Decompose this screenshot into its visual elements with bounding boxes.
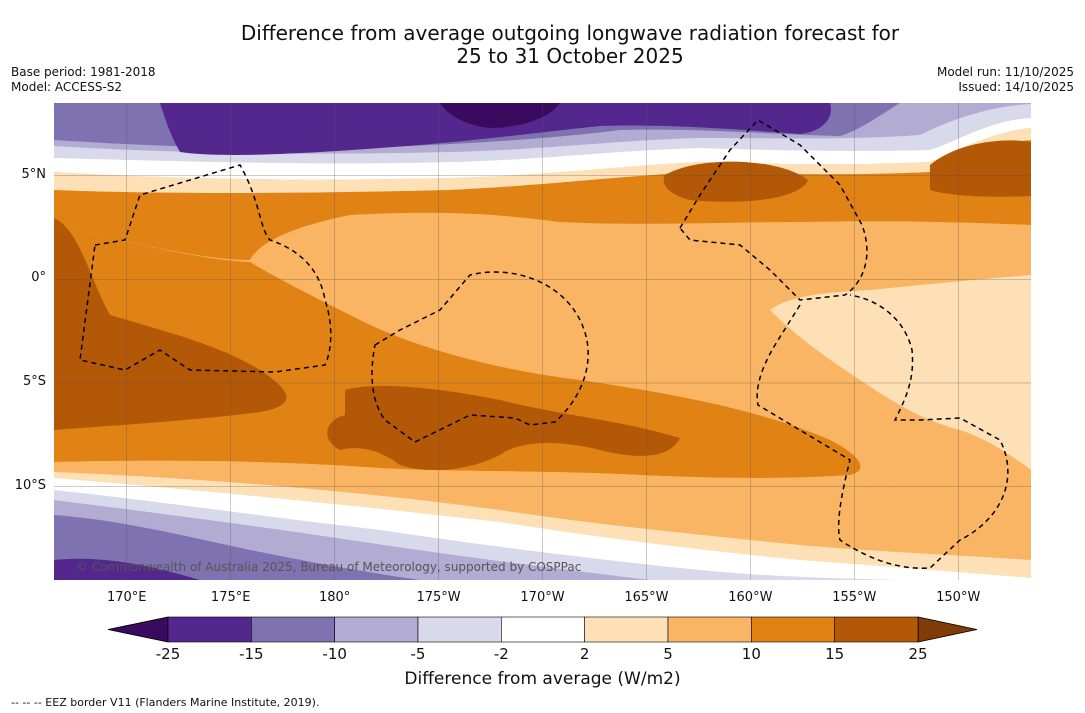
model-run: Model run: 11/10/2025: [936, 65, 1074, 79]
colorbar-extend-high: [917, 616, 978, 643]
colorbar-segment: [167, 616, 252, 643]
eez-borders: [79, 119, 1009, 569]
colorbar-title: Difference from average (W/m2): [404, 669, 681, 689]
colorbar-level-label: -25: [155, 645, 181, 663]
meta-right: Model run: 11/10/2025 Issued: 14/10/2025: [937, 65, 1074, 95]
colorbar-level-label: -5: [410, 645, 426, 663]
eez-kiribati-gilbert: [79, 164, 332, 373]
band-north-m25: [440, 103, 560, 128]
colorbar-segment: [334, 616, 419, 643]
model-name: Model: ACCESS-S2: [11, 80, 123, 94]
issued-date: Issued: 14/10/2025: [958, 80, 1074, 94]
colorbar-extend-low: [107, 616, 169, 643]
x-tick-label: 155°W: [832, 590, 877, 605]
band-south-p10: [54, 225, 861, 478]
meta-left: Base period: 1981-2018 Model: ACCESS-S2: [11, 65, 156, 95]
band-south-p15: [54, 218, 287, 430]
colorbar-level-label: -15: [239, 645, 264, 663]
x-tick-label: 150°W: [936, 590, 981, 605]
colorbar-segment: [501, 616, 585, 643]
title-line-2: 25 to 31 October 2025: [456, 44, 684, 68]
x-tick-label: 170°E: [106, 590, 147, 605]
x-tick-label: 160°W: [728, 590, 773, 605]
x-tick-label: 170°W: [520, 590, 565, 605]
y-tick-label: 5°N: [21, 166, 47, 182]
colorbar-level-label: 10: [741, 645, 761, 663]
colorbar-segment: [751, 616, 835, 643]
band-north-m15: [160, 103, 831, 155]
x-tick-label: 175°E: [210, 590, 251, 605]
eez-line-north: [679, 119, 868, 301]
colorbar-segment: [667, 616, 752, 643]
gridlines: [54, 103, 1031, 580]
colorbar-level-label: 25: [908, 645, 928, 663]
colorbar-level-label: 5: [663, 645, 673, 663]
colorbar-level-label: -2: [493, 645, 509, 663]
x-tick-label: 175°W: [416, 590, 461, 605]
colorbar-level-label: 2: [579, 645, 590, 663]
y-tick-label: 5°S: [22, 373, 46, 389]
colorbar-segment: [834, 616, 919, 643]
band-north-p15b: [930, 140, 1031, 197]
colorbar-level-label: 15: [825, 645, 845, 663]
y-tick-label: 0°: [31, 270, 46, 286]
colorbar-level-label: -10: [322, 645, 347, 663]
title-line-1: Difference from average outgoing longwav…: [240, 21, 900, 45]
eez-line-south: [756, 294, 1009, 569]
copyright-notice: © Commonwealth of Australia 2025, Bureau…: [76, 560, 581, 574]
base-period: Base period: 1981-2018: [11, 65, 156, 79]
colorbar-segment: [584, 616, 669, 643]
x-tick-label: 180°: [318, 590, 351, 605]
colorbar-segment: [417, 616, 502, 643]
band-north-p15: [663, 161, 808, 202]
chart-title: Difference from average outgoing longwav…: [170, 22, 970, 68]
eez-legend: -- -- -- EEZ border V11 (Flanders Marine…: [11, 696, 320, 709]
x-tick-label: 165°W: [624, 590, 669, 605]
band-south-m10: [54, 515, 420, 580]
band-south-p15b: [327, 385, 680, 471]
colorbar-segment: [251, 616, 335, 643]
band-north-zero: [54, 118, 1031, 180]
y-tick-label: 10°S: [14, 477, 46, 493]
